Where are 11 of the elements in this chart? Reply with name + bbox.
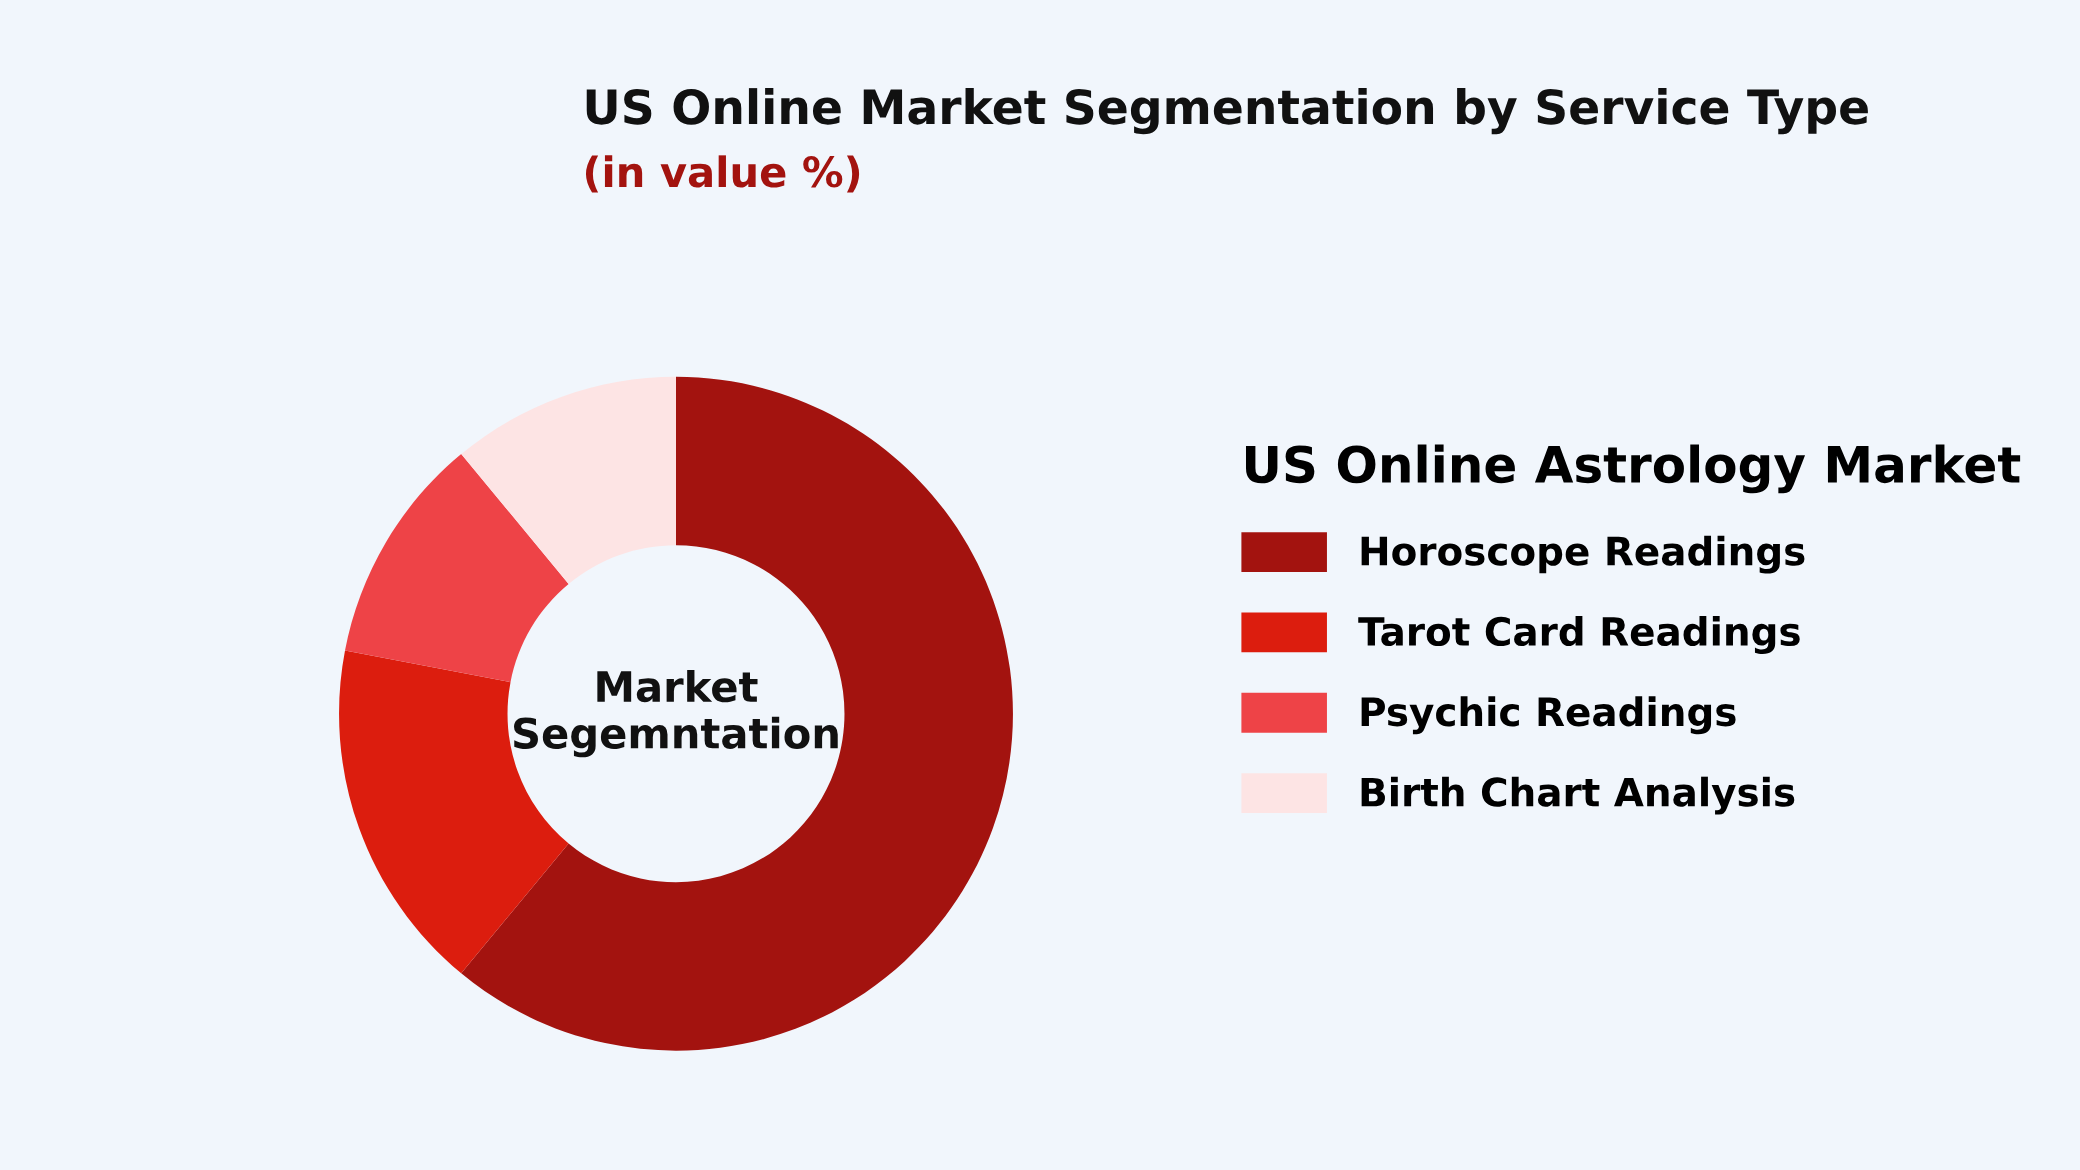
donut-slice: [461, 376, 1013, 1051]
legend-title: US Online Astrology Market: [1245, 444, 2021, 494]
text: Market Segemntation: [514, 670, 838, 758]
chart-title: US Online Market Segmentation by Service Type: [586, 88, 1868, 135]
donut-slice: [345, 454, 569, 683]
legend-label: Horoscope Readings: [1361, 535, 1805, 574]
donut-slice: [461, 376, 676, 584]
legend-label: Tarot Card Readings: [1358, 616, 1800, 654]
legend-label: Birth Chart Analysis: [1361, 776, 1795, 815]
chart-subtitle: (in value %): [585, 155, 860, 193]
legend-label: Psychic Readings: [1361, 696, 1736, 735]
